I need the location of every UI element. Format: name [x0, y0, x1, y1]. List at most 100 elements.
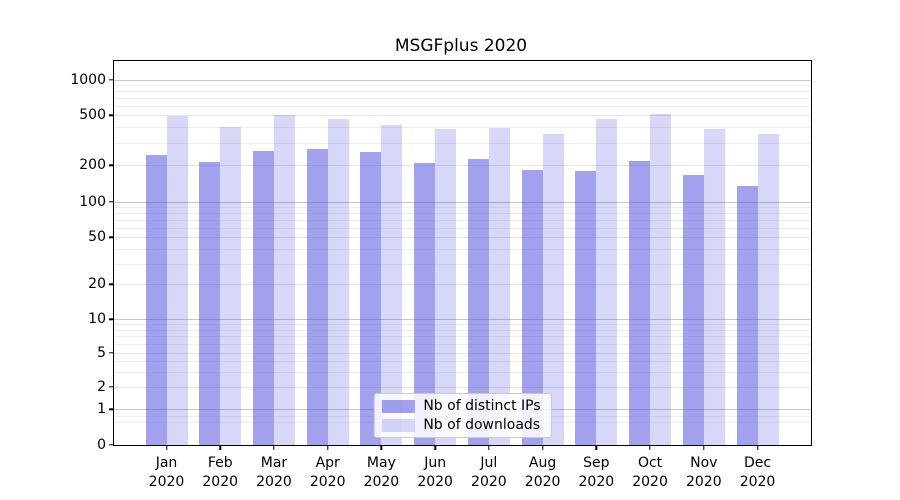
- y-axis-tick-label: 0: [97, 437, 106, 453]
- bar-downloads-aug: [542, 134, 564, 445]
- y-axis-tick-label: 500: [79, 107, 106, 124]
- y-gridline-minor: [114, 91, 811, 93]
- bar-distinct-ips-apr: [306, 148, 328, 445]
- y-gridline: [114, 115, 811, 117]
- x-axis-tick-label: Sep 2020: [578, 455, 615, 490]
- y-axis-tick-label: 20: [88, 276, 106, 293]
- bar-downloads-mar: [273, 114, 295, 445]
- bar-downloads-dec: [757, 134, 779, 445]
- y-gridline-minor: [114, 248, 811, 250]
- y-gridline-minor: [114, 371, 811, 373]
- y-axis-tick-mark: [109, 408, 114, 410]
- x-axis-tick-mark: [756, 445, 759, 450]
- x-axis-tick-mark: [541, 445, 544, 450]
- y-gridline: [114, 387, 811, 388]
- y-axis-tick-mark: [109, 283, 114, 285]
- x-axis-tick-label: Apr 2020: [309, 455, 346, 490]
- x-axis-tick-mark: [380, 445, 383, 450]
- x-axis-tick-mark: [165, 445, 168, 450]
- legend-swatch-distinct-ips: [381, 399, 415, 413]
- y-axis-tick-mark: [109, 386, 114, 388]
- x-axis-tick-label: Jan 2020: [148, 455, 185, 490]
- legend-label-downloads: Nb of downloads: [423, 417, 541, 433]
- legend-label-distinct-ips: Nb of distinct IPs: [423, 398, 541, 414]
- chart-title: MSGFplus 2020: [394, 36, 528, 56]
- y-axis-tick-label: 200: [79, 157, 106, 174]
- x-axis-tick-mark: [595, 445, 598, 450]
- legend-item-downloads: Nb of downloads: [381, 418, 540, 432]
- x-axis-tick-mark: [326, 445, 329, 450]
- bar-distinct-ips-nov: [682, 174, 704, 445]
- legend-swatch-downloads: [381, 418, 415, 432]
- bar-distinct-ips-may: [360, 152, 382, 445]
- bar-distinct-ips-feb: [199, 162, 221, 445]
- x-axis-tick-label: Dec 2020: [739, 455, 776, 490]
- y-gridline: [114, 352, 811, 354]
- y-gridline-minor: [114, 228, 811, 229]
- x-axis-tick-label: Jul 2020: [471, 455, 507, 490]
- bar-distinct-ips-sep: [575, 170, 597, 445]
- y-gridline: [114, 284, 811, 286]
- plot-area: Nb of distinct IPs Nb of downloads 0 1 2 5 1…: [70, 60, 812, 490]
- bar-downloads-jan: [166, 115, 188, 445]
- x-axis-tick-label: Mar 2020: [256, 455, 292, 490]
- x-axis-tick-label: Jun 2020: [417, 455, 453, 490]
- y-gridline: [114, 80, 811, 81]
- x-axis-tick-mark: [219, 445, 221, 450]
- y-gridline-minor: [114, 336, 811, 338]
- y-gridline-minor: [114, 324, 811, 326]
- y-gridline-minor: [114, 127, 811, 129]
- bar-downloads-sep: [596, 119, 618, 445]
- y-gridline-minor: [114, 220, 811, 222]
- y-gridline-minor: [114, 330, 811, 332]
- y-axis-tick-label: 1000: [70, 72, 106, 88]
- y-axis-tick-mark: [109, 318, 114, 320]
- bar-downloads-oct: [650, 114, 672, 445]
- bar-downloads-feb: [220, 126, 242, 445]
- bar-downloads-jul: [488, 128, 510, 445]
- bar-distinct-ips-aug: [521, 170, 543, 445]
- bar-distinct-ips-jun: [414, 162, 436, 445]
- y-axis-tick-label: 50: [88, 229, 106, 246]
- x-axis-tick-mark: [649, 445, 651, 450]
- y-gridline-minor: [114, 213, 811, 215]
- y-axis-tick-mark: [109, 351, 114, 354]
- y-axis-tick-mark: [109, 114, 114, 116]
- y-gridline-minor: [114, 85, 811, 87]
- bar-downloads-apr: [327, 119, 349, 445]
- bar-distinct-ips-dec: [736, 185, 758, 445]
- x-axis-tick-label: Nov 2020: [685, 455, 722, 490]
- y-gridline: [114, 165, 811, 167]
- x-axis-tick-label: May 2020: [363, 455, 400, 490]
- legend: Nb of distinct IPs Nb of downloads: [373, 393, 552, 438]
- x-axis-tick-label: Aug 2020: [524, 455, 561, 490]
- y-gridline-minor: [114, 361, 811, 363]
- bar-downloads-nov: [703, 129, 725, 445]
- y-gridline: [114, 237, 811, 239]
- y-axis-tick-mark: [109, 236, 114, 238]
- bar-distinct-ips-jul: [467, 158, 489, 445]
- y-axis-tick-mark: [109, 444, 114, 446]
- bar-distinct-ips-mar: [252, 150, 274, 445]
- y-axis-tick-label: 10: [88, 311, 106, 328]
- y-axis-tick-label: 2: [97, 379, 106, 395]
- y-axis-tick-label: 100: [79, 194, 106, 210]
- y-gridline-minor: [114, 263, 811, 265]
- y-gridline: [114, 319, 811, 321]
- y-axis-tick-label: 5: [97, 344, 106, 361]
- x-axis-tick-mark: [434, 445, 436, 450]
- bar-downloads-jun: [435, 128, 457, 445]
- legend-item-distinct-ips: Nb of distinct IPs: [381, 398, 541, 414]
- bar-downloads-may: [381, 124, 403, 445]
- y-gridline-minor: [114, 343, 811, 345]
- bar-distinct-ips-oct: [629, 160, 651, 445]
- y-axis-tick-mark: [109, 79, 114, 81]
- y-axis-tick-label: 1: [97, 401, 106, 418]
- x-axis-tick-label: Feb 2020: [202, 455, 239, 490]
- y-gridline-minor: [114, 106, 811, 107]
- y-axis-tick-mark: [109, 201, 114, 203]
- x-axis-tick-mark: [273, 445, 275, 450]
- y-axis-tick-mark: [109, 164, 114, 166]
- x-axis-tick-mark: [488, 445, 490, 450]
